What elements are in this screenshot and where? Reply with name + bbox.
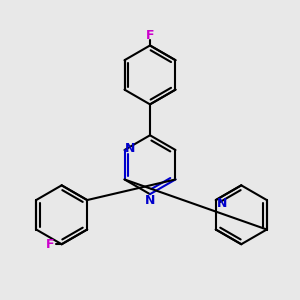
Text: N: N xyxy=(145,194,155,207)
Text: F: F xyxy=(46,238,55,251)
Text: F: F xyxy=(146,29,154,42)
Text: N: N xyxy=(124,142,135,155)
Text: N: N xyxy=(217,197,227,210)
